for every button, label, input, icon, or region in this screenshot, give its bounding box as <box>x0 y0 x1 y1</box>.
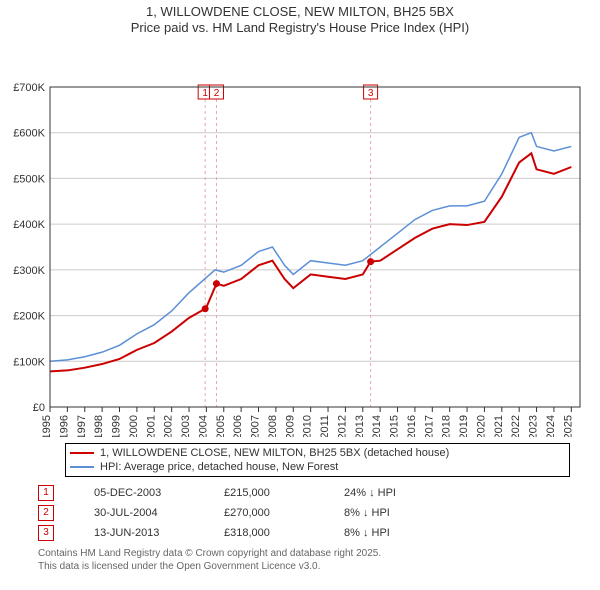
annotation-date-1: 05-DEC-2003 <box>94 487 204 499</box>
annotation-price-2: £270,000 <box>224 507 324 519</box>
annotation-delta-3: 8% ↓ HPI <box>344 527 390 539</box>
title-line-1: 1, WILLOWDENE CLOSE, NEW MILTON, BH25 5B… <box>0 4 600 20</box>
annotation-badge-2: 2 <box>38 505 54 521</box>
annotation-row-1: 1 05-DEC-2003 £215,000 24% ↓ HPI <box>38 483 570 503</box>
svg-text:1: 1 <box>202 88 208 99</box>
svg-text:1998: 1998 <box>93 415 105 437</box>
svg-text:2011: 2011 <box>319 415 331 437</box>
annotation-price-1: £215,000 <box>224 487 324 499</box>
svg-text:2014: 2014 <box>371 415 383 437</box>
svg-text:1999: 1999 <box>111 415 123 437</box>
svg-text:2022: 2022 <box>510 415 522 437</box>
annotation-row-2: 2 30-JUL-2004 £270,000 8% ↓ HPI <box>38 503 570 523</box>
svg-text:2000: 2000 <box>128 415 140 437</box>
svg-text:2004: 2004 <box>197 415 209 437</box>
svg-text:2003: 2003 <box>180 415 192 437</box>
svg-text:2001: 2001 <box>145 415 157 437</box>
chart-title: 1, WILLOWDENE CLOSE, NEW MILTON, BH25 5B… <box>0 4 600 37</box>
svg-text:2015: 2015 <box>389 415 401 437</box>
footer-line-2: This data is licensed under the Open Gov… <box>38 560 570 573</box>
annotation-badge-3: 3 <box>38 525 54 541</box>
svg-text:2006: 2006 <box>232 415 244 437</box>
svg-text:2013: 2013 <box>354 415 366 437</box>
legend-label-hpi: HPI: Average price, detached house, New … <box>100 461 338 473</box>
svg-text:2021: 2021 <box>493 415 505 437</box>
chart-area: £0 £100K £200K £300K £400K £500K £600K £700K 199… <box>0 37 600 437</box>
svg-text:2025: 2025 <box>562 415 574 437</box>
legend: 1, WILLOWDENE CLOSE, NEW MILTON, BH25 5B… <box>65 443 570 477</box>
svg-text:2017: 2017 <box>423 415 435 437</box>
annotation-date-3: 13-JUN-2013 <box>94 527 204 539</box>
svg-text:2024: 2024 <box>545 415 557 437</box>
svg-text:1996: 1996 <box>58 415 70 437</box>
footer-line-1: Contains HM Land Registry data © Crown c… <box>38 547 570 560</box>
legend-swatch-hpi <box>70 466 94 468</box>
svg-text:2016: 2016 <box>406 415 418 437</box>
svg-text:£700K: £700K <box>13 82 45 94</box>
svg-text:2020: 2020 <box>475 415 487 437</box>
svg-text:1995: 1995 <box>41 415 53 437</box>
svg-text:£0: £0 <box>33 402 45 414</box>
svg-text:2: 2 <box>214 88 220 99</box>
svg-text:2010: 2010 <box>302 415 314 437</box>
annotation-date-2: 30-JUL-2004 <box>94 507 204 519</box>
legend-swatch-price <box>70 452 94 454</box>
legend-label-price: 1, WILLOWDENE CLOSE, NEW MILTON, BH25 5B… <box>100 447 449 459</box>
svg-text:1997: 1997 <box>76 415 88 437</box>
svg-text:2018: 2018 <box>441 415 453 437</box>
svg-text:3: 3 <box>368 88 374 99</box>
svg-text:2023: 2023 <box>528 415 540 437</box>
annotation-delta-1: 24% ↓ HPI <box>344 487 396 499</box>
annotation-price-3: £318,000 <box>224 527 324 539</box>
svg-text:2008: 2008 <box>267 415 279 437</box>
svg-text:2002: 2002 <box>163 415 175 437</box>
svg-text:£200K: £200K <box>13 310 45 322</box>
svg-text:£400K: £400K <box>13 219 45 231</box>
legend-row-price: 1, WILLOWDENE CLOSE, NEW MILTON, BH25 5B… <box>70 446 565 460</box>
annotation-row-3: 3 13-JUN-2013 £318,000 8% ↓ HPI <box>38 523 570 543</box>
svg-text:2005: 2005 <box>215 415 227 437</box>
annotation-badge-1: 1 <box>38 485 54 501</box>
svg-text:£500K: £500K <box>13 173 45 185</box>
svg-text:£600K: £600K <box>13 127 45 139</box>
svg-text:2019: 2019 <box>458 415 470 437</box>
title-line-2: Price paid vs. HM Land Registry's House … <box>0 20 600 36</box>
svg-text:£100K: £100K <box>13 356 45 368</box>
svg-text:£300K: £300K <box>13 264 45 276</box>
annotations-table: 1 05-DEC-2003 £215,000 24% ↓ HPI 2 30-JU… <box>38 483 570 543</box>
svg-text:2012: 2012 <box>336 415 348 437</box>
line-chart: £0 £100K £200K £300K £400K £500K £600K £700K 199… <box>0 37 600 437</box>
footer: Contains HM Land Registry data © Crown c… <box>38 547 570 573</box>
legend-row-hpi: HPI: Average price, detached house, New … <box>70 460 565 474</box>
annotation-delta-2: 8% ↓ HPI <box>344 507 390 519</box>
svg-text:2007: 2007 <box>250 415 262 437</box>
svg-text:2009: 2009 <box>284 415 296 437</box>
